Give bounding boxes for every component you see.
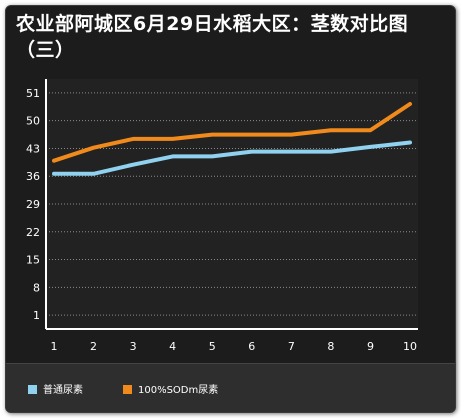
series-lines [52, 102, 412, 176]
x-tick-label: 5 [209, 340, 216, 353]
chart-title: 农业部阿城区6月29日水稻大区：茎数对比图（三） [16, 13, 409, 61]
x-tick-label: 6 [248, 340, 255, 353]
y-tick-label: 15 [26, 254, 40, 267]
y-tick-label: 43 [26, 142, 40, 155]
legend-label-series-1: 普通尿素 [43, 385, 83, 396]
x-tick-labels: 1 2 3 4 5 6 7 8 9 10 [51, 340, 418, 353]
legend-swatch-series-1 [28, 385, 37, 394]
x-tick-label: 4 [169, 340, 176, 353]
legend-swatch-series-2 [123, 385, 132, 394]
line-chart: 1 8 15 22 29 36 43 50 51 1 2 3 4 5 6 7 8 9 10 [26, 79, 418, 353]
series-line-2[interactable] [52, 102, 412, 163]
y-tick-label: 29 [26, 198, 40, 211]
grid-lines [46, 92, 418, 316]
x-tick-label: 7 [288, 340, 295, 353]
x-tick-label: 10 [403, 340, 417, 353]
x-tick-label: 2 [90, 340, 97, 353]
x-tick-label: 1 [51, 340, 58, 353]
chart-frame: 农业部阿城区6月29日水稻大区：茎数对比图（三） 1 8 15 22 29 36 43 50 5… [5, 5, 456, 413]
legend-item-series-2[interactable]: 100%SODm尿素 [123, 384, 218, 398]
x-tick-label: 3 [130, 340, 137, 353]
y-tick-label: 22 [26, 226, 40, 239]
y-tick-label: 36 [26, 170, 40, 183]
legend: 普通尿素 100%SODm尿素 [6, 363, 455, 412]
legend-label-series-2: 100%SODm尿素 [138, 385, 219, 396]
y-tick-label: 51 [26, 87, 40, 100]
y-tick-labels: 1 8 15 22 29 36 43 50 51 [26, 87, 40, 322]
series-line-1[interactable] [52, 140, 412, 176]
y-tick-label: 50 [26, 115, 40, 128]
y-tick-label: 8 [33, 281, 40, 294]
y-tick-label: 1 [33, 309, 40, 322]
legend-item-series-1[interactable]: 普通尿素 [28, 384, 83, 398]
x-tick-label: 9 [367, 340, 374, 353]
x-tick-label: 8 [327, 340, 334, 353]
